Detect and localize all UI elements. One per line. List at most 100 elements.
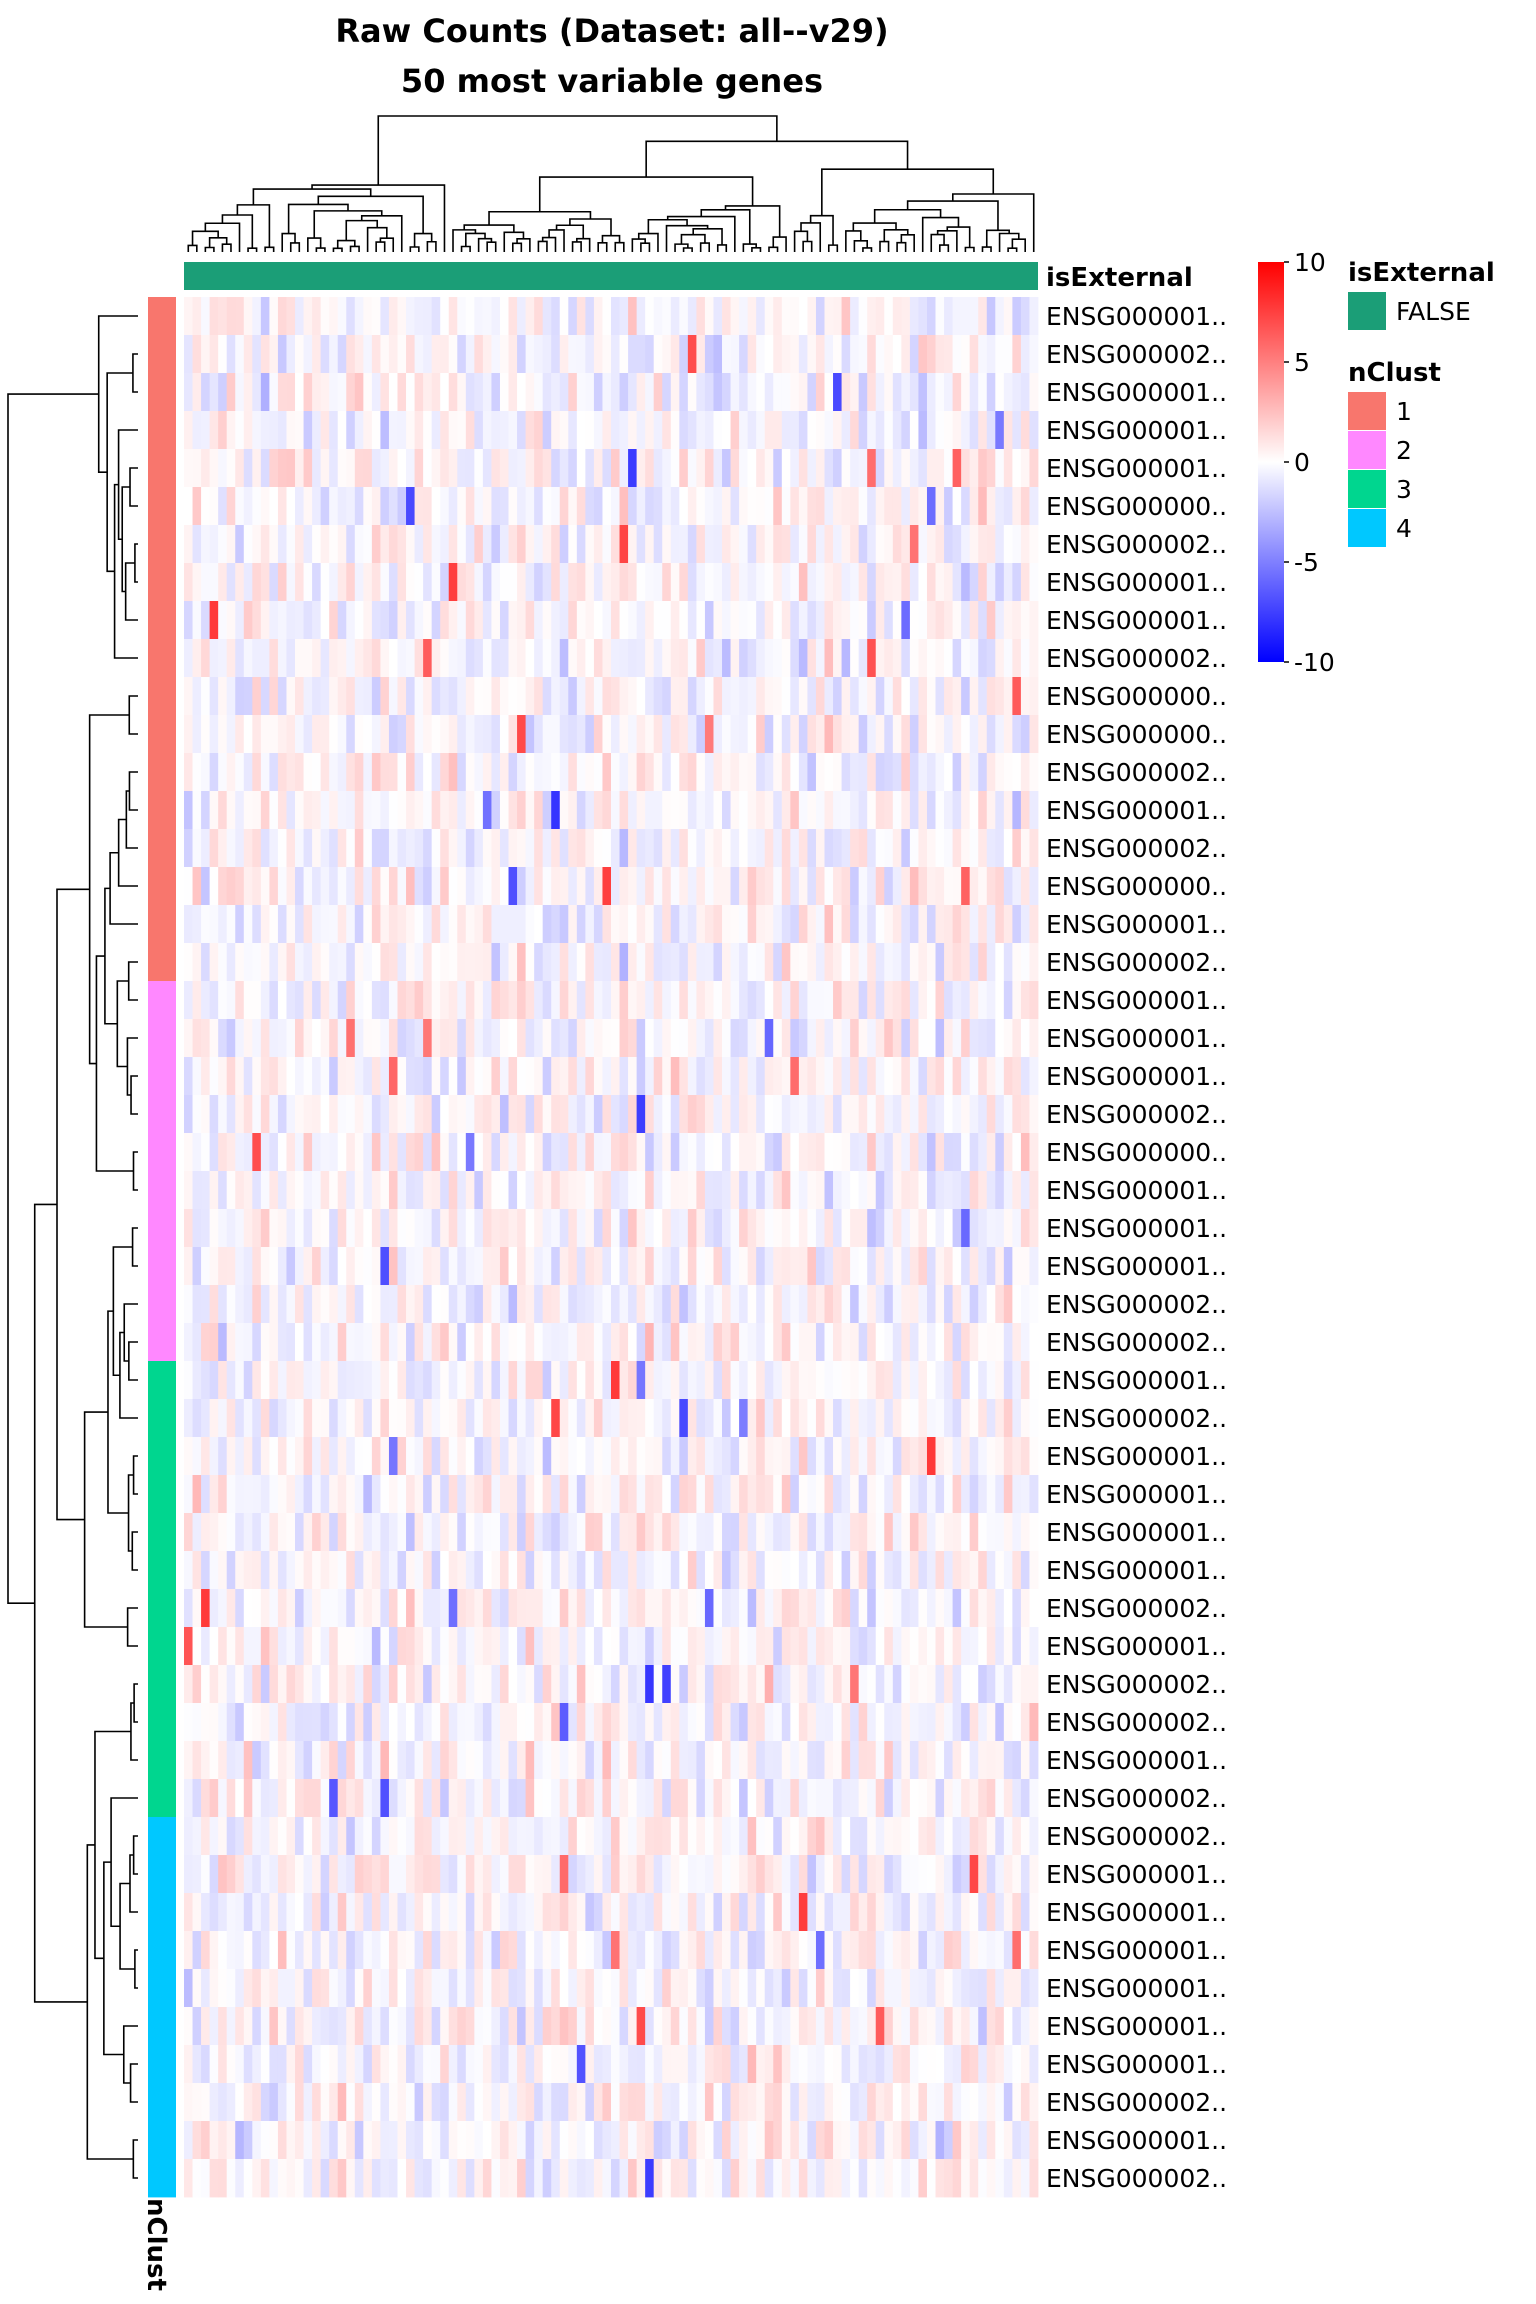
heatmap-cell <box>918 943 928 982</box>
heatmap-cell <box>277 601 287 640</box>
heatmap-cell <box>559 1893 569 1932</box>
heatmap-cell <box>226 1285 236 1324</box>
heatmap-cell <box>465 1171 475 1210</box>
heatmap-cell <box>277 2045 287 2084</box>
heatmap-cell <box>952 297 962 336</box>
heatmap-cell <box>568 1513 578 1552</box>
heatmap-cell <box>628 1209 638 1248</box>
heatmap-cell <box>406 943 415 982</box>
heatmap-cell <box>1012 905 1022 944</box>
heatmap-cell <box>884 487 894 526</box>
heatmap-cell <box>1020 1589 1030 1628</box>
heatmap-cell <box>807 1779 817 1818</box>
heatmap-cell <box>534 1475 544 1514</box>
heatmap-cell <box>303 563 313 602</box>
heatmap-cell <box>517 905 526 944</box>
heatmap-cell <box>713 943 723 982</box>
heatmap-cell <box>636 677 646 716</box>
heatmap-cell <box>482 1019 492 1058</box>
heatmap-cell <box>457 525 467 564</box>
heatmap-cell <box>286 829 296 868</box>
heatmap-cell <box>354 525 364 564</box>
heatmap-cell <box>192 1285 202 1324</box>
heatmap-cell <box>397 753 407 792</box>
heatmap-cell <box>491 1171 501 1210</box>
heatmap-cell <box>423 791 433 830</box>
heatmap-cell <box>636 563 646 602</box>
heatmap-cell <box>303 1589 313 1628</box>
heatmap-cell <box>184 1779 193 1818</box>
heatmap-cell <box>235 1855 245 1894</box>
heatmap-cell <box>568 1057 578 1096</box>
heatmap-cell <box>457 1209 467 1248</box>
heatmap-cell <box>448 1779 458 1818</box>
heatmap-cell <box>978 1893 988 1932</box>
column-dendrogram-branch <box>486 241 497 252</box>
heatmap-cell <box>815 981 825 1020</box>
heatmap-cell <box>192 1399 202 1438</box>
heatmap-cell <box>764 2007 774 2046</box>
heatmap-cell <box>397 601 407 640</box>
heatmap-cell <box>602 2083 612 2122</box>
heatmap-cell <box>277 677 287 716</box>
heatmap-cell <box>346 1741 356 1780</box>
heatmap-cell <box>517 829 526 868</box>
heatmap-cell <box>909 867 919 906</box>
heatmap-cell <box>534 867 544 906</box>
heatmap-cell <box>312 753 322 792</box>
heatmap-cell <box>602 2007 612 2046</box>
heatmap-cell <box>218 1437 228 1476</box>
heatmap-cell <box>619 1817 629 1856</box>
heatmap-cell <box>781 1893 791 1932</box>
heatmap-cell <box>508 2007 518 2046</box>
heatmap-cell <box>670 1513 680 1552</box>
heatmap-cell <box>909 1475 919 1514</box>
heatmap-cell <box>226 1931 236 1970</box>
heatmap-cell <box>508 1285 518 1324</box>
heatmap-cell <box>781 1741 791 1780</box>
heatmap-cell <box>226 1209 236 1248</box>
heatmap-cell <box>201 639 211 678</box>
heatmap-cell <box>1029 563 1039 602</box>
heatmap-cell <box>969 1817 979 1856</box>
heatmap-cell <box>687 1551 697 1590</box>
heatmap-cell <box>653 1133 663 1172</box>
heatmap-cell <box>209 1779 219 1818</box>
heatmap-cell <box>269 1437 279 1476</box>
heatmap-cell <box>414 829 424 868</box>
heatmap-cell <box>867 1323 877 1362</box>
heatmap-cell <box>354 1247 364 1286</box>
column-dendrogram-branch <box>645 140 909 178</box>
heatmap-cell <box>704 905 714 944</box>
heatmap-cell <box>739 2045 749 2084</box>
heatmap-cell <box>585 1437 595 1476</box>
heatmap-cell <box>440 791 450 830</box>
heatmap-cell <box>423 1855 433 1894</box>
heatmap-cell <box>790 2045 800 2084</box>
heatmap-cell <box>252 1399 262 1438</box>
heatmap-cell <box>952 2007 962 2046</box>
heatmap-cell <box>696 1551 706 1590</box>
heatmap-cell <box>978 1931 988 1970</box>
heatmap-cell <box>448 1209 458 1248</box>
heatmap-cell <box>645 1361 655 1400</box>
heatmap-cell <box>756 1893 766 1932</box>
heatmap-cell <box>901 1741 911 1780</box>
heatmap-cell <box>747 1817 757 1856</box>
heatmap-cell <box>448 1589 458 1628</box>
heatmap-cell <box>499 1399 509 1438</box>
heatmap-cell <box>926 753 936 792</box>
heatmap-cell <box>388 411 398 450</box>
heatmap-cell <box>542 715 552 754</box>
heatmap-cell <box>679 1247 689 1286</box>
heatmap-cell <box>235 487 245 526</box>
heatmap-cell <box>901 715 911 754</box>
heatmap-cell <box>798 715 808 754</box>
heatmap-cell <box>371 943 381 982</box>
heatmap-cell <box>209 1057 219 1096</box>
heatmap-cell <box>764 449 774 488</box>
heatmap-cell <box>474 1779 484 1818</box>
heatmap-cell <box>662 1019 672 1058</box>
heatmap-cell <box>295 297 304 336</box>
heatmap-cell <box>636 1437 646 1476</box>
